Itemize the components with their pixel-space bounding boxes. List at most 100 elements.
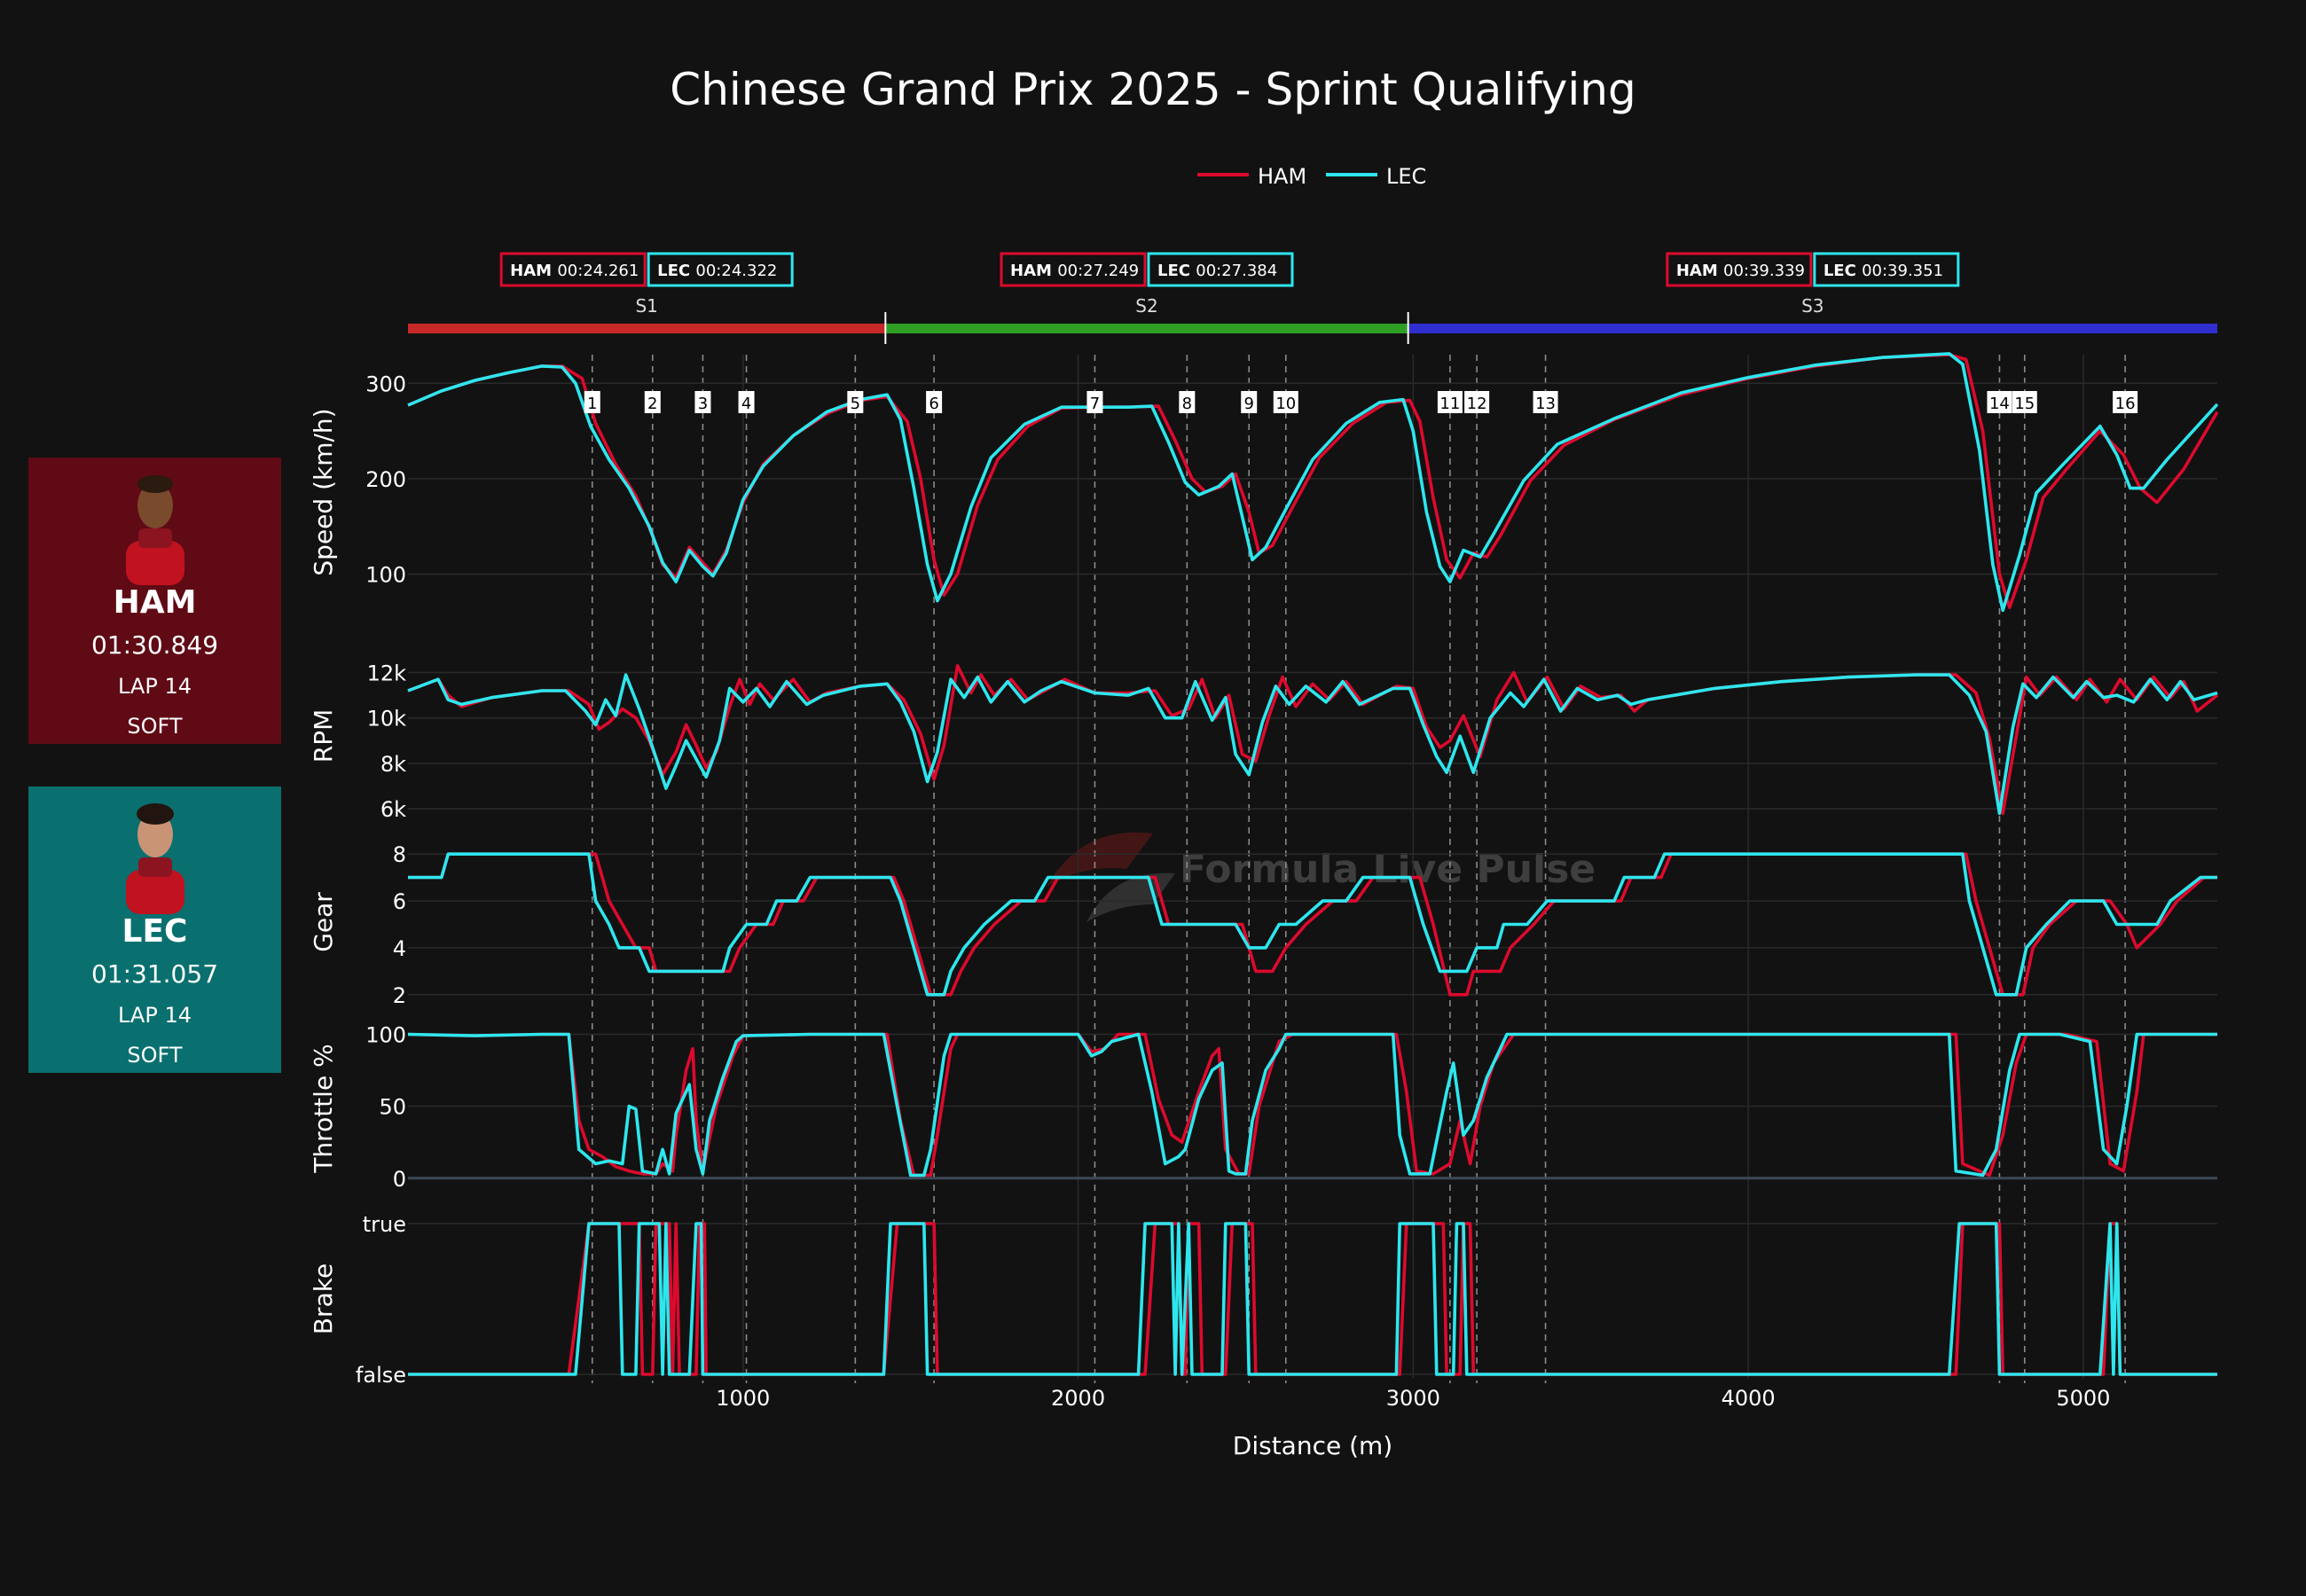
y-tick-label: 100 [365,1022,406,1047]
y-tick-label: 200 [365,467,406,492]
driver-avatar-icon [126,803,184,914]
corner-label-text: 5 [851,395,860,413]
watermark-swoosh-icon [1086,872,1175,922]
corner-label: 16 [2113,391,2138,413]
watermark-swoosh-icon [1047,832,1153,887]
x-tick-label: 4000 [1722,1386,1776,1411]
driver-code: LEC [122,913,188,950]
corner-label: 3 [694,391,711,413]
series-line-ham [407,353,2219,609]
series-line-ham [408,1222,2217,1376]
corner-label-box [738,391,755,413]
corner-label-text: 13 [1535,395,1556,413]
corner-label: 5 [847,391,864,413]
corner-label: 15 [2012,391,2037,413]
sector-time: LEC 00:39.351 [1824,262,1943,280]
series-line-lec [408,1222,2217,1376]
corner-label: 9 [1241,391,1258,413]
corner-label-box [1086,391,1103,413]
y-tick-label: 8k [380,752,406,777]
sector-time: HAM 00:24.261 [510,262,639,280]
y-tick-label: true [363,1212,406,1237]
series-line-ham [407,664,2219,816]
corner-label-text: 7 [1090,395,1100,413]
corner-label-box [1437,391,1463,413]
series-line-lec [407,673,2218,816]
corner-label-text: 15 [2014,395,2035,413]
y-tick-label: 2 [393,983,406,1008]
sector-s2: S2 HAM 00:27.249 LEC 00:27.384 [885,252,1408,333]
y-axis-label: Gear [309,892,338,952]
driver-lap-time: 01:31.057 [90,959,219,989]
panel-speed: 100 200 300 Speed (km/h) [309,352,2219,613]
sector-label: S3 [1801,295,1824,317]
y-tick-label: 300 [365,372,406,396]
sector-label: S2 [1135,295,1157,317]
series-line-lec [407,352,2219,613]
y-tick-label: 12k [367,661,407,685]
corner-label: 1 [584,391,600,413]
corner-label-box [1533,391,1558,413]
sector-bar [885,324,1408,333]
sector-time-box [1147,252,1294,287]
corner-label: 10 [1273,391,1298,413]
driver-lap-time: 01:30.849 [90,630,219,660]
sector-time-box [499,252,647,287]
corner-label-box [1987,391,2012,413]
driver-tyre: SOFT [127,1043,183,1068]
corner-label-box [1179,391,1196,413]
y-tick-label: 50 [379,1095,406,1120]
sector-time-box [1000,252,1147,287]
sector-time-box [1666,252,1813,287]
legend-label: HAM [1258,164,1306,189]
driver-tyre: SOFT [127,714,183,739]
sector-time-box [647,252,794,287]
y-tick-label: 6 [393,889,406,914]
sector-s1: S1 HAM 00:24.261 LEC 00:24.322 [408,252,886,333]
corner-label-box [644,391,661,413]
corner-label-text: 3 [698,395,708,413]
panel-rpm: 6k 8k 10k 12k RPM [309,661,2219,822]
corner-label-box [847,391,864,413]
y-tick-label: 0 [393,1167,406,1192]
y-tick-label: 100 [365,562,406,587]
y-axis-label: Brake [309,1264,338,1334]
corner-label-box [1273,391,1298,413]
corner-label-box [1241,391,1258,413]
corner-label: 6 [926,391,943,413]
corner-label-text: 11 [1439,395,1460,413]
chart-title: Chinese Grand Prix 2025 - Sprint Qualify… [670,64,1636,115]
corner-label: 7 [1086,391,1103,413]
series-line-lec [407,1032,2217,1177]
corner-label-text: 12 [1467,395,1487,413]
panel-brake: false true Brake [309,1212,2217,1388]
x-tick-label: 2000 [1051,1386,1105,1411]
y-tick-label: 8 [393,842,406,867]
corner-label-text: 16 [2115,395,2136,413]
corner-label: 4 [738,391,755,413]
corner-label: 12 [1464,391,1490,413]
x-tick-label: 5000 [2056,1386,2110,1411]
corner-label: 11 [1437,391,1463,413]
corner-label-text: 9 [1243,395,1253,413]
corner-label-text: 6 [929,395,938,413]
sector-bar [1408,324,2217,333]
corner-label-text: 2 [647,395,657,413]
corner-label-box [2012,391,2037,413]
panel-gear: 2 4 6 8 Gear [309,842,2217,1008]
driver-card-lec: LEC 01:31.057 LAP 14 SOFT [28,786,281,1073]
sector-time-box [1813,252,1960,287]
driver-lap-number: LAP 14 [118,1003,192,1028]
x-tick-label: 1000 [716,1386,770,1411]
corner-label-text: 10 [1275,395,1296,413]
y-axis-label: Throttle % [309,1044,338,1173]
y-axis-label: RPM [309,709,338,763]
corner-label-box [584,391,600,413]
corner-label-text: 1 [587,395,597,413]
sector-time: HAM 00:39.339 [1676,262,1805,280]
corner-label: 2 [644,391,661,413]
corner-label-text: 14 [1989,395,2010,413]
driver-lap-number: LAP 14 [118,674,192,699]
series-line-lec [408,852,2217,997]
